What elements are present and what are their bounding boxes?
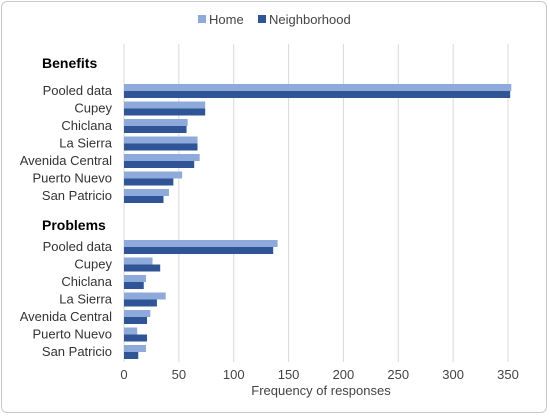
legend-label-home: Home	[209, 12, 244, 27]
bar-problems-avenida-central-neighborhood	[124, 317, 148, 324]
category-label-benefits-pooled-data: Pooled data	[43, 83, 113, 98]
legend-swatch-home	[198, 15, 206, 23]
category-label-problems-san-patricio: San Patricio	[42, 344, 112, 359]
bar-problems-san-patricio-home	[124, 345, 146, 352]
x-tick-50: 50	[172, 367, 186, 382]
category-label-benefits-chiclana: Chiclana	[61, 118, 112, 133]
x-tick-350: 350	[497, 367, 519, 382]
bar-benefits-pooled-data-neighborhood	[124, 91, 511, 98]
x-tick-100: 100	[223, 367, 245, 382]
bar-problems-avenida-central-home	[124, 310, 151, 317]
bars	[124, 84, 512, 359]
x-tick-200: 200	[333, 367, 355, 382]
bar-problems-pooled-data-neighborhood	[124, 247, 274, 254]
bar-benefits-chiclana-neighborhood	[124, 126, 187, 133]
bar-benefits-cupey-home	[124, 101, 206, 109]
legend-label-neighborhood: Neighborhood	[269, 12, 351, 27]
bar-benefits-cupey-neighborhood	[124, 108, 206, 116]
x-tick-0: 0	[120, 367, 127, 382]
bar-benefits-puerto-nuevo-neighborhood	[124, 178, 174, 186]
category-label-problems-avenida-central: Avenida Central	[20, 309, 112, 324]
bar-problems-chiclana-neighborhood	[124, 282, 144, 289]
bar-benefits-san-patricio-home	[124, 189, 169, 196]
bar-benefits-avenida-central-neighborhood	[124, 161, 195, 168]
bar-problems-cupey-neighborhood	[124, 264, 161, 272]
group-title-problems: Problems	[42, 217, 106, 233]
legend-swatch-neighborhood	[258, 15, 266, 23]
category-label-benefits-cupey: Cupey	[74, 101, 112, 116]
category-label-benefits-san-patricio: San Patricio	[42, 188, 112, 203]
category-label-benefits-puerto-nuevo: Puerto Nuevo	[33, 171, 113, 186]
category-label-benefits-avenida-central: Avenida Central	[20, 153, 112, 168]
bar-problems-la-sierra-neighborhood	[124, 299, 157, 307]
bar-problems-puerto-nuevo-neighborhood	[124, 334, 148, 342]
category-label-benefits-la-sierra: La Sierra	[59, 136, 113, 151]
category-label-problems-chiclana: Chiclana	[61, 274, 112, 289]
bar-problems-puerto-nuevo-home	[124, 327, 138, 335]
bar-problems-pooled-data-home	[124, 240, 278, 247]
category-labels: Benefits Pooled data Cupey Chiclana La Sierr…	[20, 55, 113, 359]
category-label-problems-pooled-data: Pooled data	[43, 239, 113, 254]
legend: Home Neighborhood	[198, 12, 351, 27]
category-label-problems-la-sierra: La Sierra	[59, 292, 113, 307]
group-title-benefits: Benefits	[42, 55, 97, 71]
bar-benefits-la-sierra-home	[124, 136, 198, 144]
bar-problems-cupey-home	[124, 257, 153, 265]
bar-benefits-avenida-central-home	[124, 154, 200, 161]
bar-benefits-la-sierra-neighborhood	[124, 143, 198, 151]
bar-benefits-pooled-data-home	[124, 84, 512, 91]
bar-benefits-san-patricio-neighborhood	[124, 196, 164, 203]
x-tick-labels: 0 50 100 150 200 250 300 350	[120, 367, 518, 382]
x-axis-label: Frequency of responses	[251, 383, 391, 398]
x-tick-250: 250	[387, 367, 409, 382]
category-label-problems-puerto-nuevo: Puerto Nuevo	[33, 327, 113, 342]
bar-problems-chiclana-home	[124, 275, 146, 282]
x-tick-300: 300	[442, 367, 464, 382]
bar-problems-la-sierra-home	[124, 292, 166, 300]
bar-benefits-puerto-nuevo-home	[124, 171, 183, 179]
x-tick-150: 150	[278, 367, 300, 382]
bar-benefits-chiclana-home	[124, 119, 188, 126]
category-label-problems-cupey: Cupey	[74, 257, 112, 272]
bar-problems-san-patricio-neighborhood	[124, 352, 139, 359]
